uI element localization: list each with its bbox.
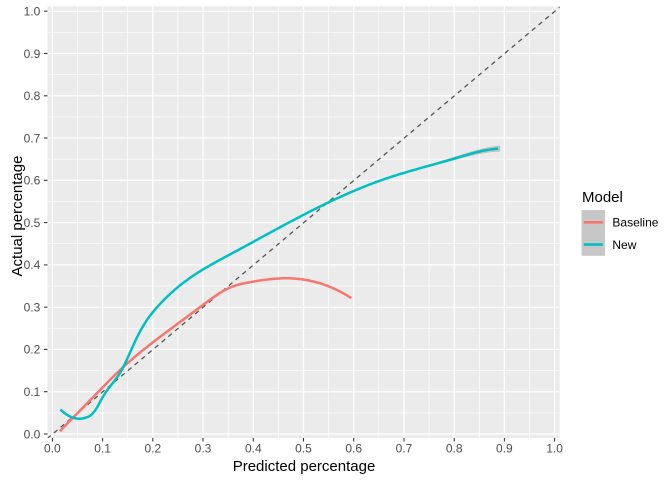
svg-text:0.4: 0.4 — [245, 442, 262, 456]
svg-text:0.8: 0.8 — [24, 89, 41, 103]
svg-text:0.5: 0.5 — [24, 216, 41, 230]
svg-text:0.7: 0.7 — [396, 442, 413, 456]
svg-text:Model: Model — [582, 189, 623, 206]
svg-text:0.0: 0.0 — [44, 442, 61, 456]
svg-text:1.0: 1.0 — [24, 5, 41, 19]
svg-text:0.2: 0.2 — [144, 442, 161, 456]
svg-text:0.6: 0.6 — [345, 442, 362, 456]
svg-text:0.9: 0.9 — [496, 442, 513, 456]
svg-text:New: New — [612, 238, 636, 252]
svg-text:0.7: 0.7 — [24, 131, 41, 145]
svg-text:0.3: 0.3 — [24, 301, 41, 315]
svg-text:Predicted percentage: Predicted percentage — [233, 458, 376, 475]
svg-text:0.9: 0.9 — [24, 47, 41, 61]
svg-text:1.0: 1.0 — [546, 442, 563, 456]
svg-text:0.1: 0.1 — [24, 385, 41, 399]
svg-text:0.5: 0.5 — [295, 442, 312, 456]
svg-text:0.6: 0.6 — [24, 174, 41, 188]
svg-text:0.8: 0.8 — [446, 442, 463, 456]
svg-text:0.2: 0.2 — [24, 343, 41, 357]
svg-text:0.0: 0.0 — [24, 427, 41, 441]
svg-text:0.1: 0.1 — [94, 442, 111, 456]
svg-text:0.4: 0.4 — [24, 258, 41, 272]
svg-text:Actual percentage: Actual percentage — [9, 156, 26, 277]
svg-text:Baseline: Baseline — [612, 216, 658, 230]
svg-text:0.3: 0.3 — [195, 442, 212, 456]
